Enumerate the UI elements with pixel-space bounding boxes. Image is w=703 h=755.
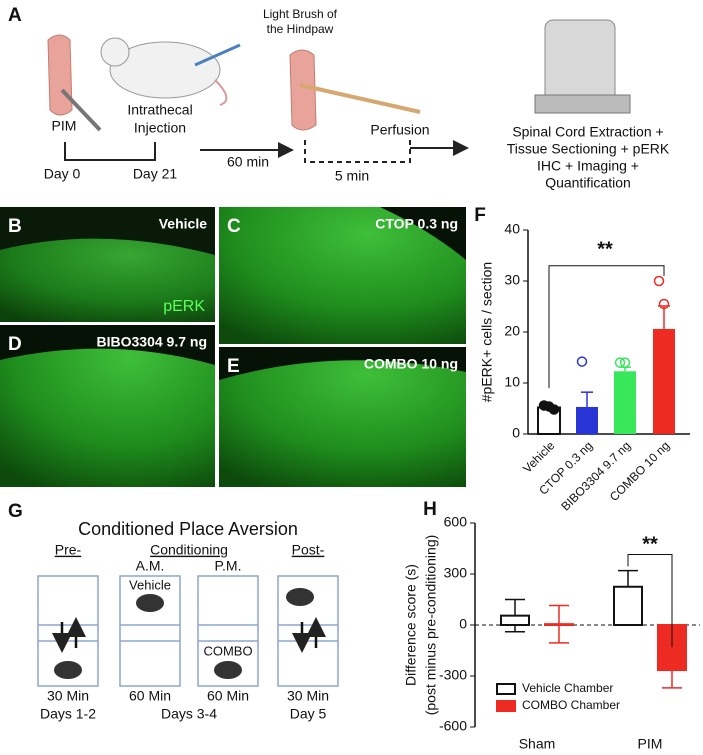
step-label: the Hindpaw	[267, 22, 334, 36]
x-tick-label: Sham	[519, 736, 556, 752]
legend-swatch	[496, 683, 516, 695]
mice	[54, 588, 314, 679]
data-point	[586, 424, 598, 436]
time-of-day: P.M.	[215, 558, 242, 574]
y-axis-label: (post minus pre-conditioning)	[423, 535, 439, 716]
data-point	[658, 298, 670, 310]
panel-label: E	[227, 356, 240, 377]
y-tick-label: 300	[444, 565, 468, 581]
data-point	[614, 357, 626, 368]
data-point	[653, 275, 665, 287]
duration-label: 30 Min	[47, 688, 89, 704]
phase-label: Pre-	[55, 542, 82, 558]
y-tick-label: 20	[504, 323, 520, 339]
step-label: Light Brush of	[263, 7, 338, 21]
image-title: Vehicle	[159, 216, 207, 232]
time-label: 5 min	[335, 168, 369, 184]
step-label: IHC + Imaging +	[537, 158, 639, 174]
panel-label: G	[8, 501, 23, 522]
step-label: Tissue Sectioning + pERK	[507, 141, 670, 157]
diagram-title: Conditioned Place Aversion	[78, 519, 298, 539]
day-label: Days 1-2	[40, 706, 96, 722]
y-tick-label: 0	[459, 616, 467, 632]
micrographs	[0, 207, 466, 487]
bar	[576, 406, 598, 434]
panel-label: D	[8, 334, 22, 355]
data-point	[624, 382, 636, 394]
bar	[500, 614, 530, 627]
step-label: Perfusion	[370, 122, 429, 138]
panel-label: B	[8, 216, 22, 237]
duration-label: 60 Min	[129, 688, 171, 704]
significance-bracket	[548, 265, 665, 389]
day-label: Day 21	[133, 166, 178, 182]
y-tick-label: 0	[512, 425, 520, 441]
time-of-day: A.M.	[136, 558, 165, 574]
data-point	[576, 356, 588, 367]
data-point	[581, 423, 593, 435]
significance-bracket	[627, 553, 673, 648]
y-axis-label: Difference score (s)	[403, 564, 419, 686]
x-tick-label: PIM	[638, 736, 663, 752]
illustrations	[47, 19, 631, 163]
data-point	[663, 396, 675, 408]
duration-label: 30 Min	[287, 688, 329, 704]
x-tick-label: BIBO3304 9.7 ng	[558, 438, 633, 513]
time-label: 60 min	[227, 154, 269, 170]
stain-label: pERK	[163, 298, 205, 315]
day-label: Day 5	[290, 706, 327, 722]
significance: **	[642, 533, 658, 555]
data-point	[619, 357, 631, 368]
bar	[653, 328, 675, 434]
day-label: Days 3-4	[161, 706, 217, 722]
step-label: Intrathecal	[127, 102, 192, 118]
step-label: PIM	[52, 118, 77, 134]
significance: **	[597, 239, 613, 261]
panel-label: A	[8, 5, 22, 26]
image-title: BIBO3304 9.7 ng	[97, 334, 208, 350]
y-tick-label: 600	[444, 514, 468, 530]
bar	[613, 585, 643, 626]
bar	[614, 371, 636, 434]
cpa-boxes	[37, 575, 339, 687]
panel-label: F	[474, 205, 486, 226]
duration-label: 60 Min	[207, 688, 249, 704]
y-tick-label: 10	[504, 374, 520, 390]
y-axis-label: #pERK+ cells / section	[479, 262, 495, 402]
y-tick-label: 40	[504, 221, 520, 237]
y-tick-label: 30	[504, 272, 520, 288]
image-title: COMBO 10 ng	[364, 356, 458, 372]
legend-swatch	[496, 700, 516, 712]
x-tick-label: Vehicle	[520, 438, 557, 475]
chamber-label: COMBO	[203, 643, 252, 658]
y-tick-label: -600	[439, 718, 467, 734]
panel-label: C	[227, 216, 241, 237]
legend-label: COMBO Chamber	[522, 698, 620, 712]
data-point	[548, 404, 560, 415]
y-tick-label: -300	[439, 667, 467, 683]
arrows	[52, 617, 326, 653]
image-title: CTOP 0.3 ng	[375, 216, 458, 232]
chamber-label: Vehicle	[129, 577, 171, 592]
step-label: Spinal Cord Extraction +	[512, 124, 663, 140]
step-label: Quantification	[545, 175, 631, 191]
step-label: Injection	[134, 120, 186, 136]
phase-label: Conditioning	[150, 542, 228, 558]
legend-label: Vehicle Chamber	[522, 681, 613, 695]
day-label: Day 0	[44, 166, 81, 182]
bar	[544, 623, 574, 627]
panel-label: H	[423, 499, 437, 520]
phase-label: Post-	[292, 542, 325, 558]
